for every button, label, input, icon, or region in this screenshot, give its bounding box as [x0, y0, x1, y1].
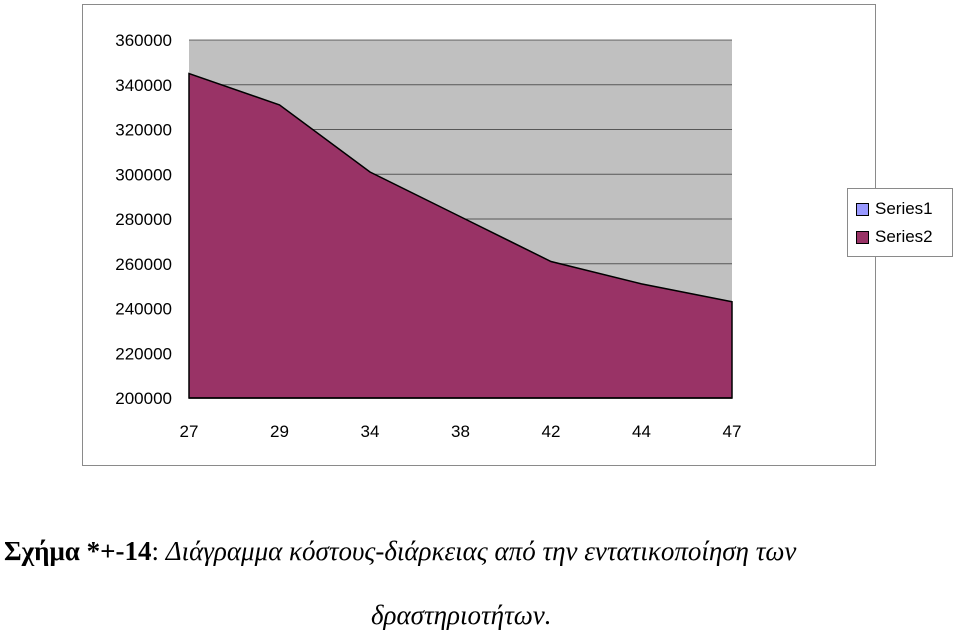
legend-item-series1: Series1 — [856, 199, 933, 219]
x-tick-label: 27 — [180, 422, 199, 441]
y-tick-label: 260000 — [115, 255, 172, 274]
y-tick-label: 300000 — [115, 165, 172, 184]
y-tick-label: 240000 — [115, 300, 172, 319]
chart-frame: 360000 340000 320000 300000 280000 260000 2400… — [82, 4, 953, 466]
caption-label: Σχήμα *+-14 — [4, 536, 152, 566]
chart-legend: Series1 Series2 — [847, 188, 953, 257]
y-tick-label: 220000 — [115, 344, 172, 363]
x-tick-label: 29 — [270, 422, 289, 441]
chart-plot: 360000 340000 320000 300000 280000 260000 2400… — [115, 31, 742, 441]
legend-label-series2: Series2 — [875, 227, 933, 246]
caption-text-line-1: Διάγραμμα κόστους-διάρκειας από την εντα… — [165, 536, 797, 566]
x-tick-label: 38 — [451, 422, 470, 441]
y-tick-label: 320000 — [115, 121, 172, 140]
y-tick-label: 340000 — [115, 76, 172, 95]
x-tick-label: 47 — [723, 422, 742, 441]
x-tick-label: 34 — [361, 422, 380, 441]
caption-text-line-2: δραστηριοτήτων. — [371, 600, 552, 630]
caption-line-1: Σχήμα *+-14: Διάγραμμα κόστους-διάρκειας… — [4, 536, 796, 567]
legend-item-series2: Series2 — [856, 227, 933, 247]
x-tick-label: 44 — [632, 422, 651, 441]
legend-swatch-series2 — [856, 230, 869, 244]
legend-swatch-series1 — [856, 202, 869, 216]
legend-label-series1: Series1 — [875, 199, 933, 218]
caption-separator: : — [151, 536, 159, 566]
y-tick-label: 360000 — [115, 31, 172, 50]
y-tick-label: 200000 — [115, 389, 172, 408]
series2-area — [188, 72, 733, 399]
x-tick-label: 42 — [542, 422, 561, 441]
y-tick-label: 280000 — [115, 210, 172, 229]
